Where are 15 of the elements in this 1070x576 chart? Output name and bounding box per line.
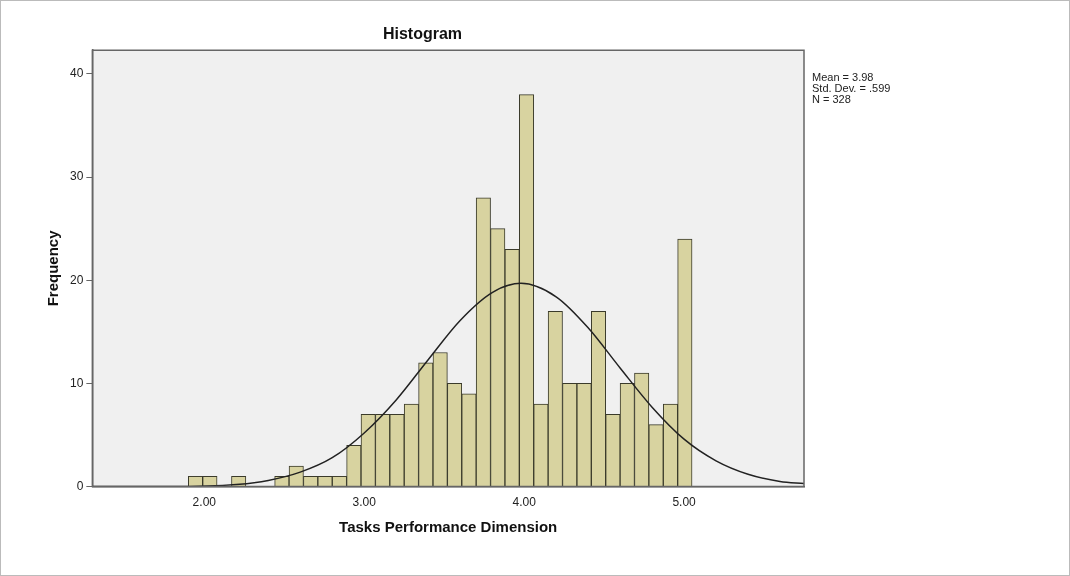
x-tick-label: 3.00 <box>352 495 377 510</box>
x-tick-label: 5.00 <box>672 495 697 510</box>
text: Mean = 3.98 <box>812 70 874 83</box>
y-axis-title: Frequency <box>44 229 62 307</box>
x-axis-title: Tasks Performance Dimension <box>339 518 558 536</box>
y-tick-label: 10 <box>69 375 84 390</box>
text: Std. Dev. = .599 <box>812 81 891 94</box>
y-tick-label: 0 <box>76 478 84 493</box>
y-tick-label: 30 <box>69 169 84 184</box>
x-tick-label: 4.00 <box>512 495 537 510</box>
y-tick-label: 40 <box>69 66 84 81</box>
x-tick-label: 2.00 <box>192 495 217 510</box>
text: N = 328 <box>812 92 851 105</box>
y-tick-label: 20 <box>69 272 84 287</box>
chart-title: Histogram <box>382 25 463 43</box>
